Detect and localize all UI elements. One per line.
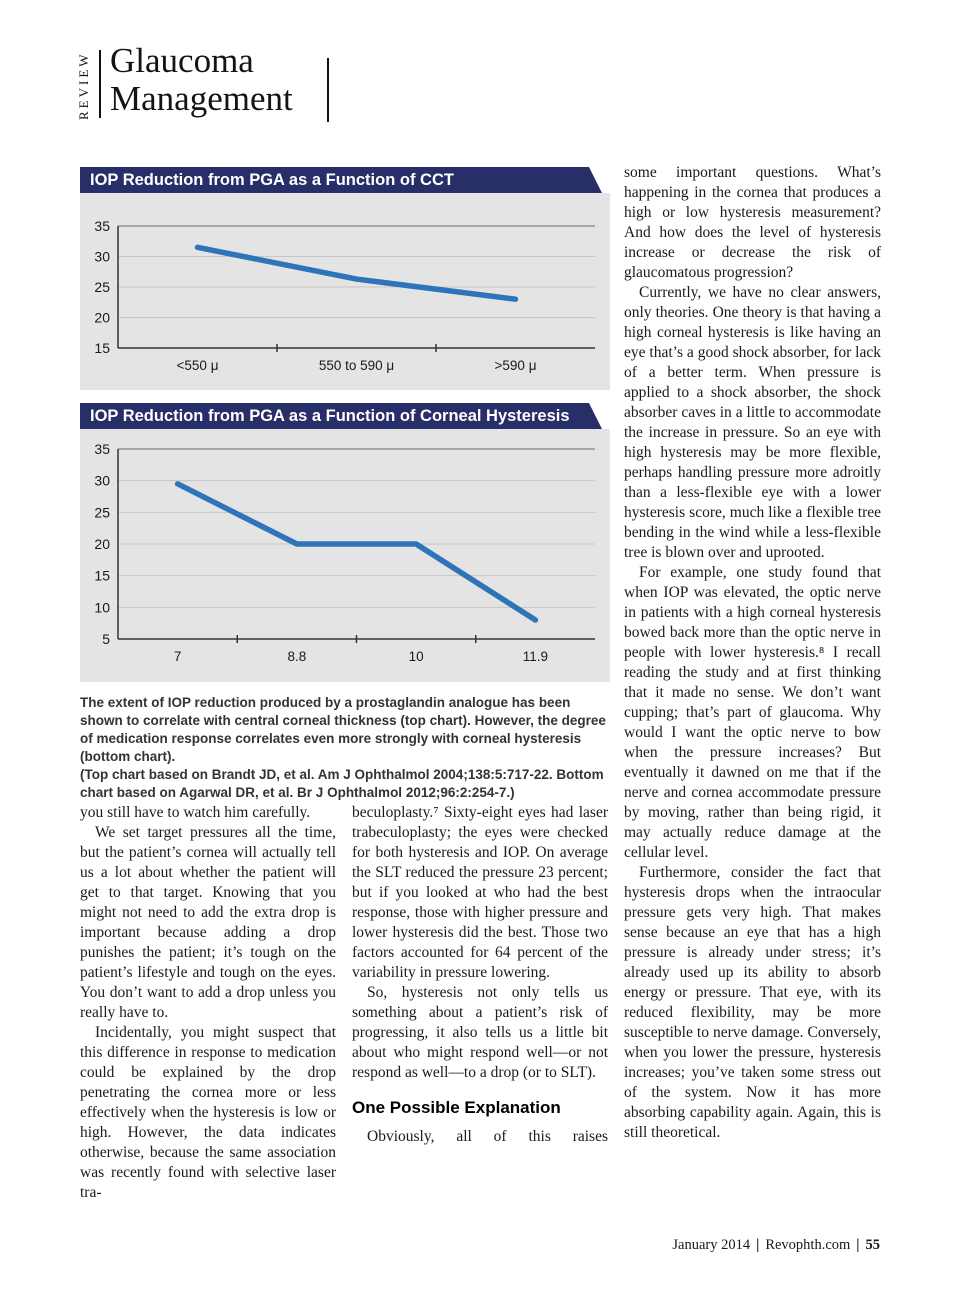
paragraph: some important questions. What’s happeni… (624, 164, 881, 281)
cct-chart-panel: 15 20 25 30 35 <550 μ 550 to 590 μ >590 μ (80, 193, 610, 390)
svg-text:550 to 590 μ: 550 to 590 μ (319, 358, 394, 373)
body-column-middle: beculoplasty.⁷ Sixty-eight eyes had lase… (352, 803, 608, 1147)
footer-date: January 2014 (672, 1237, 751, 1253)
paragraph: For example, one study found that when I… (624, 564, 881, 861)
figure-caption: The extent of IOP reduction produced by … (80, 694, 610, 802)
svg-text:11.9: 11.9 (523, 649, 548, 664)
paragraph: beculoplasty.⁷ Sixty-eight eyes had lase… (352, 804, 608, 981)
paragraph: Incidentally, you might suspect that thi… (80, 1024, 336, 1201)
paragraph: Obviously, all of this raises (367, 1128, 608, 1145)
footer-separator: | (856, 1237, 860, 1253)
hysteresis-chart: 5 10 15 20 25 30 35 7 8.8 10 11.9 (94, 441, 595, 664)
hysteresis-chart-panel: 5 10 15 20 25 30 35 7 8.8 10 11.9 (80, 429, 610, 682)
cct-chart-title-banner: IOP Reduction from PGA as a Function of … (80, 167, 602, 193)
paragraph: you still have to watch him carefully. (80, 804, 311, 821)
svg-text:8.8: 8.8 (287, 649, 306, 664)
svg-text:<550 μ: <550 μ (177, 358, 219, 373)
masthead-rule-left (99, 50, 101, 118)
svg-text:15: 15 (94, 568, 110, 584)
paragraph: Currently, we have no clear answers, onl… (624, 284, 881, 561)
svg-text:>590 μ: >590 μ (495, 358, 537, 373)
footer-site: Revophth.com (765, 1237, 851, 1253)
svg-text:30: 30 (94, 249, 110, 265)
body-column-right: some important questions. What’s happeni… (624, 163, 881, 1143)
paragraph: So, hysteresis not only tells us somethi… (352, 984, 608, 1081)
svg-text:5: 5 (102, 631, 110, 647)
hysteresis-chart-title-banner: IOP Reduction from PGA as a Function of … (80, 403, 602, 429)
svg-text:35: 35 (94, 218, 110, 234)
figure-caption-text: The extent of IOP reduction produced by … (80, 695, 606, 764)
footer-page-number: 55 (865, 1237, 881, 1253)
svg-text:10: 10 (409, 649, 424, 664)
charts-block: IOP Reduction from PGA as a Function of … (80, 167, 610, 802)
cct-chart: 15 20 25 30 35 <550 μ 550 to 590 μ >590 μ (94, 218, 595, 373)
figure-caption-source: (Top chart based on Brandt JD, et al. Am… (80, 767, 604, 800)
svg-text:30: 30 (94, 473, 110, 489)
svg-text:20: 20 (94, 536, 110, 552)
page-footer: January 2014 | Revophth.com | 55 (672, 1237, 880, 1254)
section-heading: One Possible Explanation (352, 1098, 561, 1117)
paragraph: Furthermore, consider the fact that hyst… (624, 864, 881, 1141)
page-title-line1: Glaucoma (110, 41, 254, 80)
svg-text:15: 15 (94, 340, 110, 356)
masthead-rule-right (327, 58, 329, 122)
page-title: Glaucoma Management (110, 42, 293, 118)
svg-text:10: 10 (94, 599, 110, 615)
svg-text:25: 25 (94, 504, 110, 520)
svg-text:25: 25 (94, 279, 110, 295)
page-title-line2: Management (110, 79, 293, 118)
svg-text:7: 7 (174, 649, 182, 664)
footer-separator: | (756, 1237, 760, 1253)
review-section-label: REVIEW (76, 51, 91, 120)
paragraph: We set target pressures all the time, bu… (80, 824, 336, 1021)
svg-text:35: 35 (94, 441, 110, 457)
svg-text:20: 20 (94, 310, 110, 326)
body-column-left: you still have to watch him carefully. W… (80, 803, 336, 1203)
